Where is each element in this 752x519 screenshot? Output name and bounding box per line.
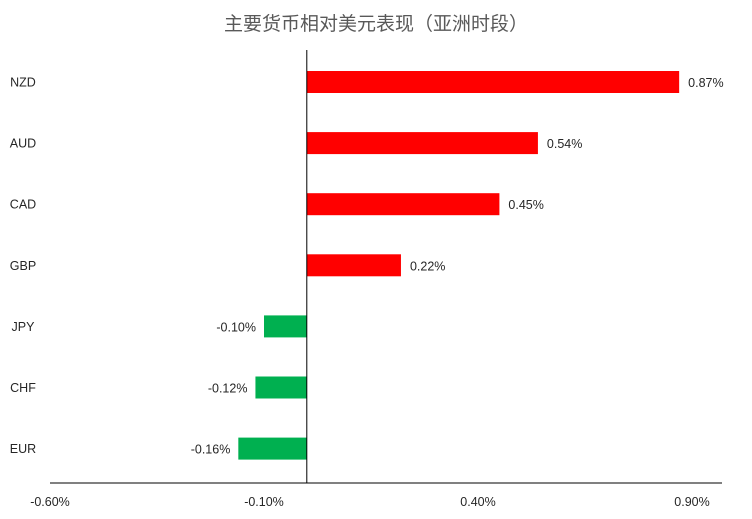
data-label-gbp: 0.22% [410, 259, 445, 273]
x-tick-label: 0.90% [674, 495, 709, 509]
category-label-gbp: GBP [10, 259, 36, 273]
x-tick-label: -0.10% [244, 495, 284, 509]
category-label-nzd: NZD [10, 76, 36, 90]
x-tick-label: -0.60% [30, 495, 70, 509]
chart-title: 主要货币相对美元表现（亚洲时段） [224, 13, 528, 35]
data-label-chf: -0.12% [208, 382, 248, 396]
data-label-jpy: -0.10% [216, 320, 256, 334]
bar-chf [255, 376, 307, 399]
data-label-aud: 0.54% [547, 137, 582, 151]
bar-aud [306, 132, 538, 155]
data-label-nzd: 0.87% [688, 76, 723, 90]
category-label-chf: CHF [10, 381, 36, 395]
bar-cad [306, 193, 500, 216]
category-label-cad: CAD [10, 198, 36, 212]
category-label-aud: AUD [10, 137, 36, 151]
data-label-eur: -0.16% [191, 443, 231, 457]
category-label-jpy: JPY [12, 320, 36, 334]
data-label-cad: 0.45% [508, 198, 543, 212]
category-label-eur: EUR [10, 442, 36, 456]
bar-gbp [306, 254, 401, 277]
bar-nzd [306, 71, 680, 93]
bar-jpy [264, 315, 307, 338]
plot-area: NZD 0.87% AUD 0.54% CAD 0.45% GBP 0.22% JPY -0.10… [10, 50, 724, 509]
bar-eur [238, 437, 307, 460]
x-tick-label: 0.40% [460, 495, 495, 509]
